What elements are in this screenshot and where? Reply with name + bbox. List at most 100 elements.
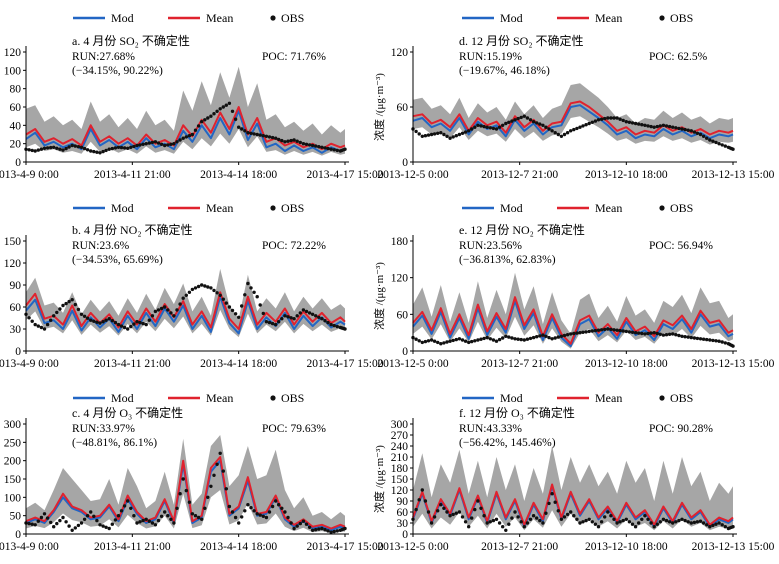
obs-point — [451, 338, 455, 343]
obs-point — [442, 132, 446, 137]
y-tick-label: 90 — [397, 496, 409, 508]
obs-point — [414, 507, 418, 512]
obs-point — [249, 131, 253, 135]
obs-point — [27, 521, 31, 526]
obs-point — [460, 131, 465, 135]
obs-point — [587, 517, 591, 521]
obs-point — [525, 116, 530, 120]
panel-title: a. 4 月份 SO₂ 不确定性 — [72, 33, 190, 48]
obs-point — [633, 525, 638, 529]
obs-point — [132, 144, 136, 149]
obs-point — [661, 333, 666, 337]
uncertainty-band — [26, 268, 345, 338]
obs-point — [101, 524, 105, 528]
obs-point — [156, 518, 161, 523]
poc-label: POC: 79.63% — [262, 423, 326, 435]
y-tick-label: 120 — [4, 47, 22, 59]
obs-point — [473, 339, 477, 343]
obs-point — [497, 337, 502, 342]
obs-point — [104, 525, 108, 529]
obs-point — [494, 339, 499, 343]
obs-point — [45, 322, 50, 327]
obs-point — [414, 129, 418, 134]
legend-obs-label: OBS — [281, 11, 304, 25]
obs-point — [215, 291, 219, 295]
mean-series-line — [25, 106, 346, 151]
obs-point — [633, 331, 638, 335]
obs-point — [525, 337, 530, 341]
obs-point — [172, 314, 176, 318]
obs-point — [470, 516, 474, 520]
obs-point — [258, 303, 262, 307]
obs-point — [298, 311, 302, 315]
obs-point — [649, 124, 653, 129]
y-tick-label: 30 — [10, 324, 22, 336]
obs-point — [196, 515, 201, 520]
legend-mean-label: Mean — [206, 11, 233, 25]
x-tick-label: 2013-12-13 15:00 — [692, 358, 775, 370]
obs-point — [417, 132, 421, 136]
obs-point — [274, 499, 278, 503]
obs-point — [138, 520, 142, 524]
obs-point — [45, 516, 50, 520]
obs-point — [307, 525, 312, 529]
obs-point — [714, 522, 718, 526]
obs-point — [661, 517, 666, 521]
obs-point — [451, 135, 455, 139]
obs-point — [267, 135, 272, 139]
y-tick-label: 60 — [397, 507, 409, 519]
obs-point — [206, 285, 210, 289]
obs-point — [107, 317, 111, 321]
obs-point — [565, 512, 570, 517]
legend-mod-label: Mod — [111, 201, 134, 215]
obs-point — [723, 341, 727, 345]
obs-point — [76, 307, 81, 312]
y-tick-label: 90 — [10, 280, 22, 292]
obs-point — [169, 311, 173, 315]
obs-point — [463, 339, 468, 343]
obs-point — [36, 519, 40, 523]
obs-point — [460, 338, 465, 342]
obs-point — [298, 140, 302, 145]
obs-point — [301, 519, 306, 523]
obs-point — [587, 329, 591, 334]
obs-point — [658, 332, 662, 336]
obs-point — [310, 312, 315, 316]
obs-point — [476, 499, 480, 503]
obs-point — [538, 518, 542, 523]
y-tick-label: 120 — [391, 47, 409, 59]
obs-point — [439, 131, 443, 135]
obs-point — [270, 504, 275, 509]
obs-point — [52, 314, 56, 318]
obs-point — [61, 515, 65, 520]
obs-point — [467, 129, 471, 133]
obs-point — [680, 127, 684, 131]
obs-point — [646, 124, 650, 128]
run-label: RUN:15.19% — [459, 51, 522, 63]
obs-point — [439, 503, 443, 507]
panel-a: Mod Mean OBS 0 20 40 60 80 100 120 2013-4-9 0:00 20… — [0, 11, 384, 181]
obs-point — [581, 330, 585, 334]
obs-point — [227, 101, 232, 106]
obs-point — [522, 525, 526, 529]
obs-point — [584, 123, 588, 127]
obs-point — [218, 293, 222, 297]
y-tick-label: 60 — [397, 309, 409, 321]
obs-point — [569, 510, 573, 514]
obs-point — [671, 332, 675, 336]
obs-point — [535, 516, 539, 520]
obs-point — [689, 521, 693, 525]
obs-point — [531, 335, 536, 340]
obs-point — [606, 510, 610, 514]
obs-point — [190, 287, 195, 292]
legend-mod-label: Mod — [500, 201, 523, 215]
obs-point — [627, 520, 632, 524]
obs-point — [212, 112, 216, 116]
legend-mean-label: Mean — [595, 391, 622, 405]
obs-point — [633, 121, 638, 126]
obs-point — [507, 522, 511, 526]
obs-point — [491, 338, 496, 342]
obs-point — [264, 134, 269, 138]
obs-point — [562, 132, 567, 137]
obs-point — [609, 514, 613, 518]
